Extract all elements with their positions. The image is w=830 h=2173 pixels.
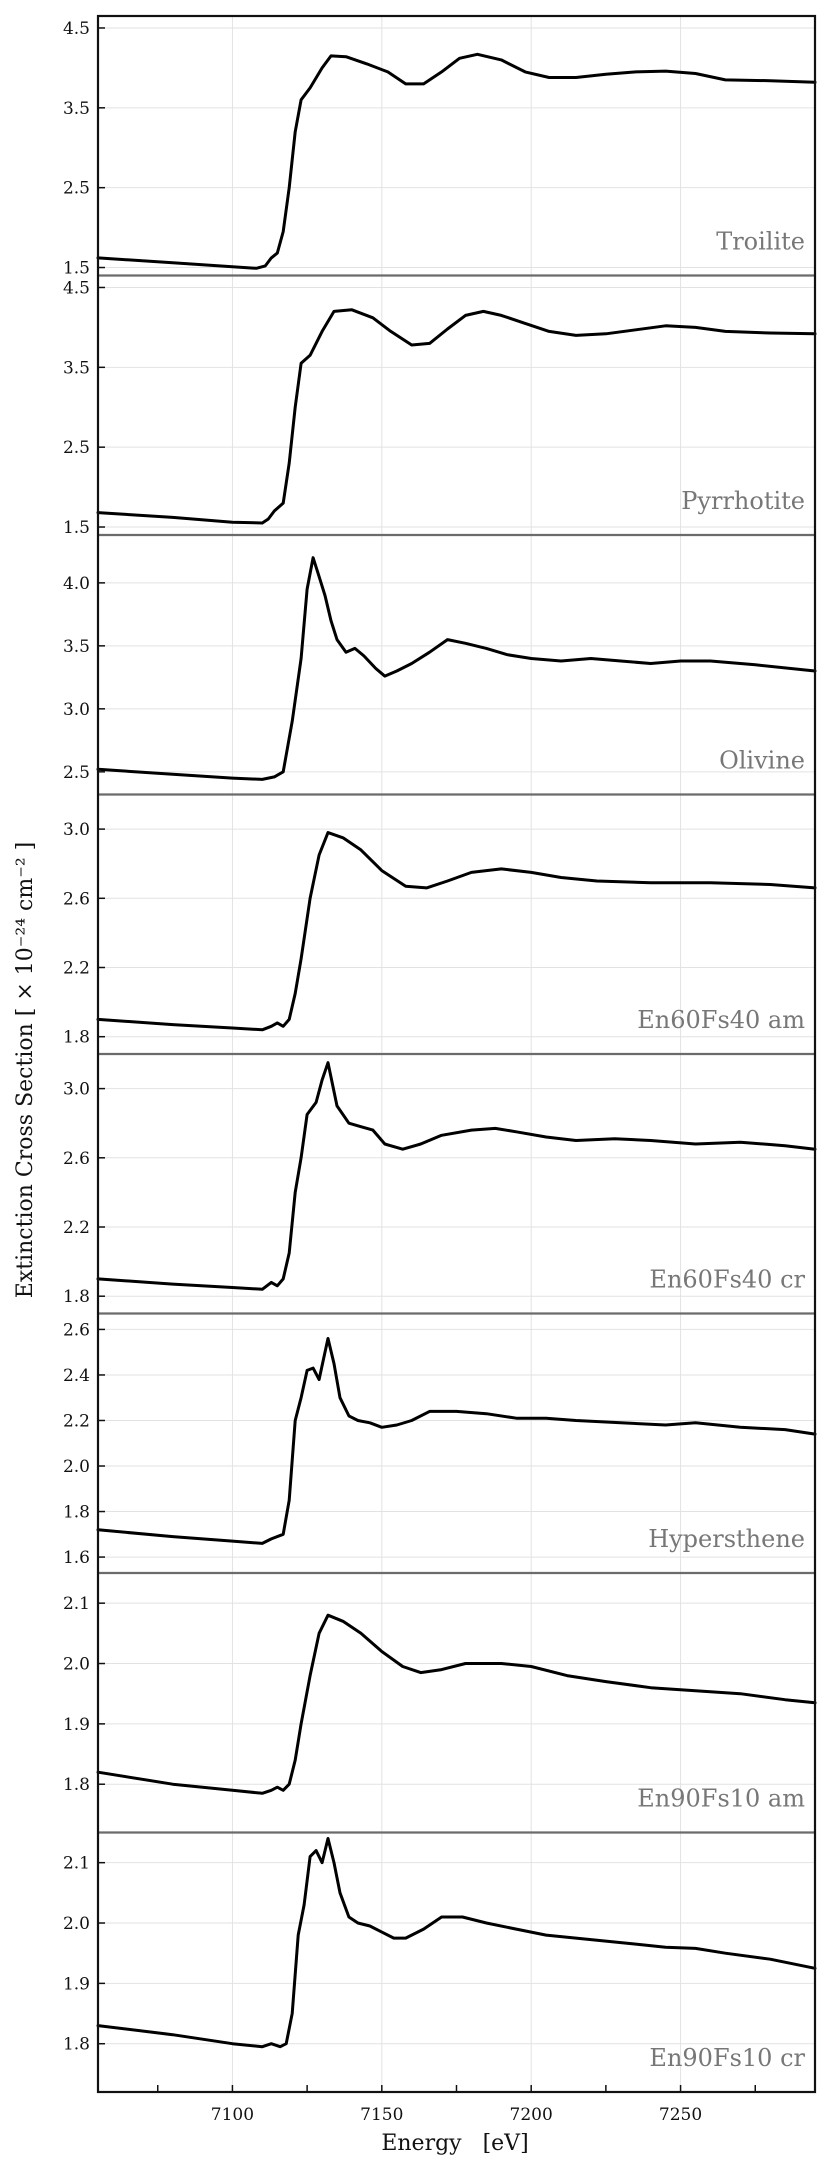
panel-0: 1.5 2.5 3.5 4.5 Troilite — [63, 16, 817, 279]
series-line — [96, 1837, 817, 2049]
y-tick-label: 2.6 — [63, 889, 90, 909]
series-line — [96, 556, 817, 781]
y-tick-label: 1.9 — [63, 1974, 90, 1994]
y-tick-label: 3.0 — [63, 820, 90, 840]
x-axis-label: Energy [eV] — [381, 2131, 528, 2156]
panel-label: Olivine — [719, 747, 805, 775]
y-tick-label: 2.4 — [63, 1366, 90, 1386]
y-tick-label: 1.8 — [63, 2035, 90, 2055]
panel-5: 1.6 1.8 2.0 2.2 2.4 2.6 Hypersthene — [63, 1312, 817, 1573]
y-axis-label: Extinction Cross Section [ × 10⁻²⁴ cm⁻² … — [13, 842, 38, 1298]
y-tick-label: 2.1 — [63, 1594, 90, 1614]
y-tick-label: 3.5 — [63, 99, 90, 119]
panel-2: 2.5 3.0 3.5 4.0 Olivine — [63, 533, 817, 795]
series-line — [96, 308, 817, 525]
y-tick-label: 3.0 — [63, 700, 90, 720]
x-tick-label: 7150 — [360, 2105, 403, 2125]
y-tick-label: 1.9 — [63, 1715, 90, 1735]
y-tick-label: 1.8 — [63, 1287, 90, 1307]
y-tick-label: 2.0 — [63, 1457, 90, 1477]
y-tick-label: 2.0 — [63, 1655, 90, 1675]
series-line — [96, 1061, 817, 1291]
x-tick-label: 7100 — [211, 2105, 254, 2125]
y-tick-label: 2.2 — [63, 959, 90, 979]
series-line — [96, 52, 817, 270]
panel-3: 1.8 2.2 2.6 3.0 En60Fs40 am — [63, 793, 817, 1054]
y-tick-label: 3.5 — [63, 637, 90, 657]
y-tick-label: 2.0 — [63, 1914, 90, 1934]
panel-label: En90Fs10 am — [637, 1785, 805, 1813]
y-tick-label: 4.0 — [63, 574, 90, 594]
y-tick-label: 1.8 — [63, 1503, 90, 1523]
y-tick-label: 4.5 — [63, 278, 90, 298]
y-tick-label: 4.5 — [63, 19, 90, 39]
x-tick-label: 7250 — [659, 2105, 702, 2125]
panel-7: 1.8 1.9 2.0 2.1 En90Fs10 cr — [63, 1831, 817, 2092]
x-axis: 7100 7150 7200 7250 — [157, 2085, 756, 2125]
y-tick-label: 2.5 — [63, 763, 90, 783]
panels-group: 1.5 2.5 3.5 4.5 Troilite 1.5 2.5 3.5 4.5 Pyrrhoti… — [63, 14, 817, 2094]
series-line — [96, 1337, 817, 1545]
x-tick-label: 7200 — [510, 2105, 553, 2125]
y-tick-label: 1.6 — [63, 1548, 90, 1568]
series-line — [96, 1613, 817, 1795]
y-tick-label: 3.0 — [63, 1080, 90, 1100]
panel-label: Troilite — [716, 228, 805, 256]
panel-label: En90Fs10 cr — [649, 2044, 805, 2072]
series-line — [96, 831, 817, 1032]
y-tick-label: 1.5 — [63, 518, 90, 538]
panel-label: En60Fs40 am — [637, 1006, 805, 1034]
y-tick-label: 1.8 — [63, 1028, 90, 1048]
y-tick-label: 2.5 — [63, 438, 90, 458]
y-tick-label: 2.1 — [63, 1854, 90, 1874]
panel-label: Hypersthene — [648, 1525, 805, 1553]
y-tick-label: 2.2 — [63, 1411, 90, 1431]
panel-label: Pyrrhotite — [681, 487, 805, 515]
y-tick-label: 1.8 — [63, 1775, 90, 1795]
panel-6: 1.8 1.9 2.0 2.1 En90Fs10 am — [63, 1571, 817, 1833]
y-tick-label: 2.5 — [63, 179, 90, 199]
panel-4: 1.8 2.2 2.6 3.0 En60Fs40 cr — [63, 1052, 817, 1314]
y-tick-label: 2.6 — [63, 1320, 90, 1340]
y-tick-label: 1.5 — [63, 259, 90, 279]
y-tick-label: 3.5 — [63, 358, 90, 378]
y-tick-label: 2.2 — [63, 1218, 90, 1238]
y-tick-label: 2.6 — [63, 1149, 90, 1169]
panel-1: 1.5 2.5 3.5 4.5 Pyrrhotite — [63, 274, 817, 538]
panel-label: En60Fs40 cr — [649, 1266, 805, 1294]
